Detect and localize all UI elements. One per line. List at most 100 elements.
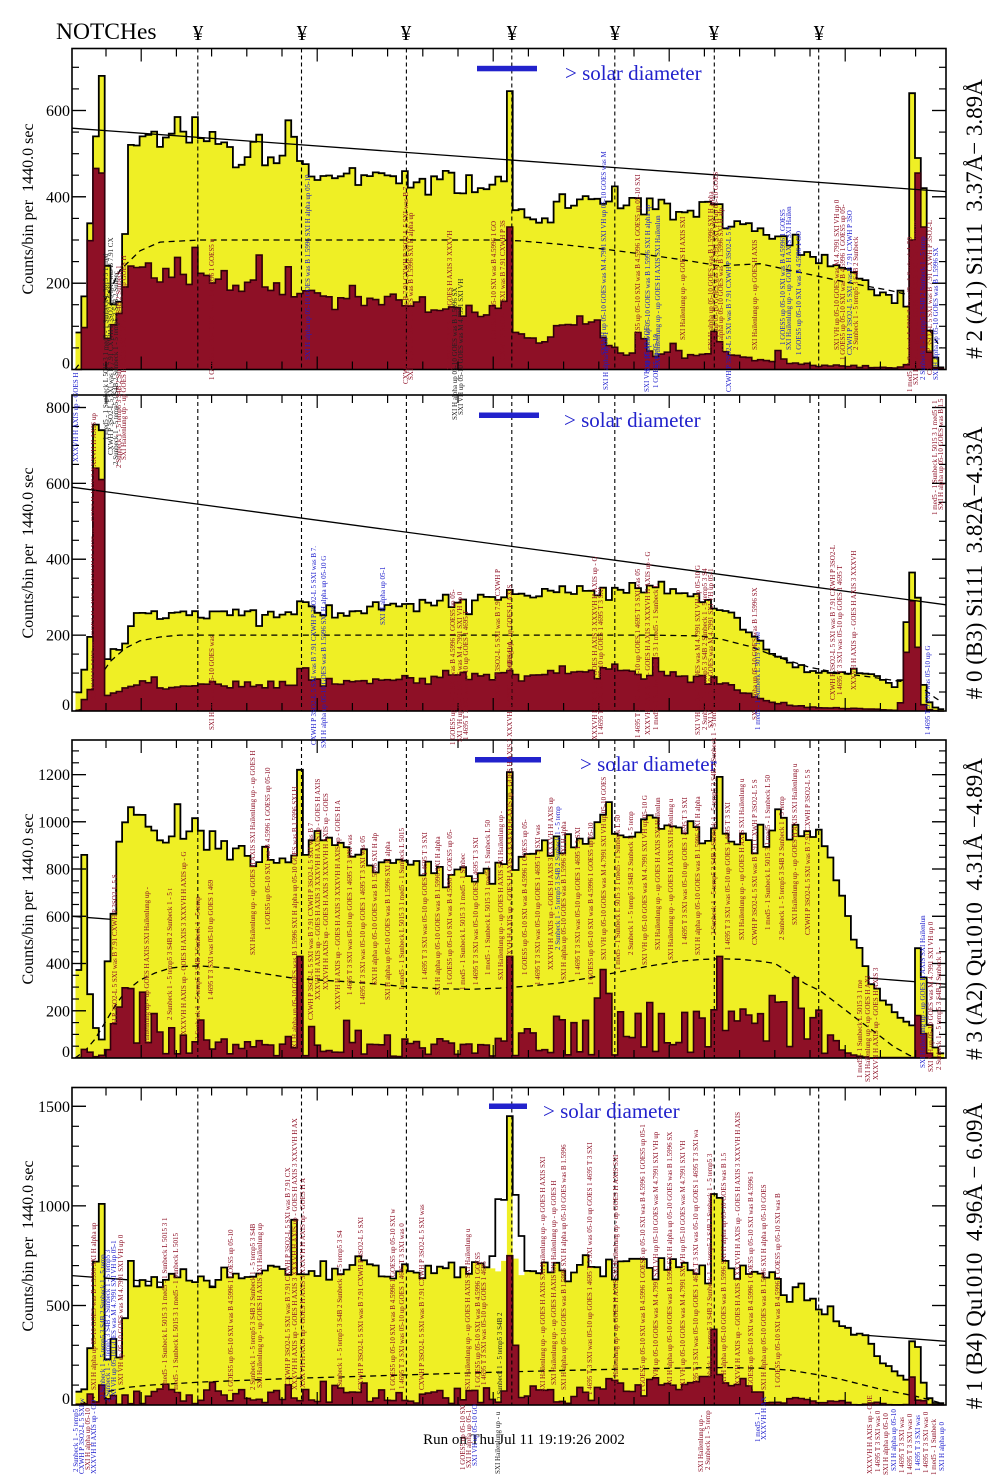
svg-text:1 4695 T 3 SXI was 05-10 up GO: 1 4695 T 3 SXI was 05-10 up GOES 1 4695 …: [359, 835, 367, 1005]
svg-text:2 Sunbeck 1 - 5 temp5 3 S4B 2: 2 Sunbeck 1 - 5 temp5 3 S4B 2 Sunbeck: [852, 236, 860, 350]
svg-text:1 4695 T 3 SXI was 05-10 up GO: 1 4695 T 3 SXI was 05-10 up GOES 1 4695 …: [472, 836, 480, 985]
svg-text:> solar diameter: > solar diameter: [580, 752, 717, 776]
svg-text:1 med5 - 1 Sunbeck L 5015 3 1: 1 med5 - 1 Sunbeck L 5015 3 1 med5 - 1: [931, 400, 939, 515]
svg-text:XXXVH H AXIS up - GOES H AXIS: XXXVH H AXIS up - GOES H AXIS 3 XXXVH H …: [644, 551, 652, 735]
svg-text:1 GOES5 up 05-10 SXI was B 4.5: 1 GOES5 up 05-10 SXI was B 4.5996 1 GOES…: [587, 822, 595, 985]
svg-text:1 4695 T 3 SXI was 05-10 up GO: 1 4695 T 3 SXI was 05-10 up GOES 1 4695 …: [421, 831, 429, 980]
svg-text:800: 800: [46, 862, 70, 879]
svg-text:SXI VH up 05-10 GOES was M 4.7: SXI VH up 05-10 GOES was M 4.7991 SXI VH…: [117, 1234, 125, 1385]
svg-text:SXI H alpha up 05-10 GOES was: SXI H alpha up 05-10 GOES was B 1.5996 S…: [90, 1222, 98, 1390]
svg-text:SXI VH up 05-10 GOES was M 4.7: SXI VH up 05-10 GOES was M 4.7991 SXI VH…: [600, 777, 608, 960]
svg-text:600: 600: [46, 476, 70, 493]
svg-text:1 4695 T 3 SXI was 05-10 up GO: 1 4695 T 3 SXI was 05-10 up GOES 1 4695 …: [574, 826, 582, 975]
svg-text:¥: ¥: [401, 21, 412, 45]
svg-text:> solar diameter: > solar diameter: [564, 408, 701, 432]
svg-text:CXWH P 3SO2-L 5 SXI was B 7.91: CXWH P 3SO2-L 5 SXI was B 7.91 CXWH P 3S…: [418, 1204, 426, 1390]
svg-text:SXI Hailenlung up - up GOES H: SXI Hailenlung up - up GOES H AXIS: [751, 240, 759, 350]
svg-text:XXXVH H AXIS up - GO: XXXVH H AXIS up - GO: [90, 1400, 98, 1474]
svg-text:2 Sunbeck 1 - 5 temp5 3 S4B 2: 2 Sunbeck 1 - 5 temp5 3 S4B 2 Sunbeck 1 …: [778, 796, 786, 940]
svg-text:1 med5 - 1 Sunbeck L 5015 3 1: 1 med5 - 1 Sunbeck L 5015 3 1 med5 - 1 S…: [652, 583, 660, 730]
svg-text:¥: ¥: [297, 21, 308, 45]
svg-text:400: 400: [46, 956, 70, 973]
svg-text:1 med5 - 1 Sunbeck L 5015 3 1: 1 med5 - 1 Sunbeck L 5015 3 1 med5 - 1 S…: [172, 1232, 180, 1395]
svg-text:CXWH P 3SO2-L 5 SXI was B 7.91: CXWH P 3SO2-L 5 SXI was B 7.91 CXWH P: [494, 569, 502, 700]
svg-text:SXI H alpha up 05-1: SXI H alpha up 05-1: [379, 566, 387, 625]
svg-text:XXXVH H AXIS up - GOES H AXIS: XXXVH H AXIS up - GOES H AXIS 3 XXXVH: [446, 231, 454, 370]
svg-text:1 GOES5 up 05-10 SXI was B 4.5: 1 GOES5 up 05-10 SXI was B 4.5996 1 GOES…: [747, 1171, 755, 1392]
svg-text:SXI VH up 05-10 GO: SXI VH up 05-10 GO: [471, 1404, 479, 1466]
svg-text:NOTCHes: NOTCHes: [56, 19, 157, 45]
svg-text:SXI H alpha up 05-10: SXI H alpha up 05-10: [882, 1413, 890, 1475]
svg-text:1 GOES5 up 05-10 SXI was B 4.5: 1 GOES5 up 05-10 SXI was B 4.5996 1 GOES…: [389, 1208, 397, 1391]
svg-text:1 GOES5 up 05-10 SXI was B 4.5: 1 GOES5 up 05-10 SXI was B 4.5996 1 GOES…: [227, 1229, 235, 1392]
svg-text:Counts/bin per 1440.0 sec: Counts/bin per 1440.0 sec: [20, 467, 37, 638]
svg-text:600: 600: [46, 103, 70, 120]
svg-text:1200: 1200: [38, 767, 70, 784]
svg-text:SXI H alpha up 05-10 GOES was: SXI H alpha up 05-10 GOES was B 1.5: [937, 398, 945, 510]
svg-text:SXI Hailenlung up - up GOES H: SXI Hailenlung up - up GOES H AXIS SXI H…: [912, 215, 920, 385]
svg-text:CXWH P 3SO2-L 5 SXI was B 7.91: CXWH P 3SO2-L 5 SXI was B 7.91 CXWH P 3S…: [402, 185, 410, 384]
svg-text:# 0 (B3) Si111 3.82Å−4.33Å: # 0 (B3) Si111 3.82Å−4.33Å: [962, 426, 987, 699]
svg-text:SXI H alpha up 05-10: SXI H alpha up 05-10: [890, 1409, 898, 1471]
svg-text:1 4695 T 3 SXI was 0: 1 4695 T 3 SXI was 0: [922, 1411, 930, 1473]
svg-text:XXXVH H AX: XXXVH H AX: [760, 1396, 768, 1440]
svg-text:SXI H alpha up 05-10 GOES was: SXI H alpha up 05-10 GOES was B 1.5996 S…: [644, 204, 652, 372]
svg-text:SXI Hailenlung up - up GOES H: SXI Hailenlung up - up GOES H AXIS SXI H…: [539, 1156, 547, 1392]
svg-text:SXI H alpha up 05-10 GOES was: SXI H alpha up 05-10 GOES was B 1.5996 S…: [707, 190, 715, 350]
svg-text:SXI Hailenlung up -: SXI Hailenlung up -: [697, 1414, 705, 1472]
svg-text:SXI VH up 05-10 GOES was M 4.7: SXI VH up 05-10 GOES was M 4.7991 SXI VH: [457, 279, 465, 415]
svg-text:1 med5 - 1 Sunbeck L 5015 3 1: 1 med5 - 1 Sunbeck L 5015 3 1 med5 - 1 S…: [764, 774, 772, 930]
svg-text:SXI VH up 05-10 GOES was M 4.7: SXI VH up 05-10 GOES was M 4.7991 SXI VH…: [600, 151, 608, 355]
svg-text:1000: 1000: [38, 814, 70, 831]
svg-text:CXWH P 3SO2-L 5 SXI was B 7.91: CXWH P 3SO2-L 5 SXI was B 7.91 CXWH P 3S…: [846, 210, 854, 355]
svg-text:1 GOES5 up 05-10 SXI was B 4.5: 1 GOES5 up 05-10 SXI was B 4.5996 1 GOES…: [839, 204, 847, 360]
svg-text:SXI H alpha up 05-10 GOES was: SXI H alpha up 05-10 GOES was B 1.5996 S…: [760, 1184, 768, 1390]
svg-text:SXI VH up 05-10 GOES was M 4.7: SXI VH up 05-10 GOES was M 4.7991 SXI VH…: [694, 565, 702, 735]
svg-text:XXXVH H AXIS up - GOES H AXIS: XXXVH H AXIS up - GOES H AXIS 3 XXXVH H …: [180, 851, 188, 1035]
svg-text:SXI Hailenlung up - up GOES H: SXI Hailenlung up - up GOES H AXIS SXI H…: [497, 810, 505, 980]
svg-text:2 Sunbeck 1 - 5 temp5 3 S4B 2: 2 Sunbeck 1 - 5 temp5 3 S4B 2 Sunbeck 1 …: [194, 896, 202, 1040]
svg-text:XXXVH H AXIS up - GOES H AXIS: XXXVH H AXIS up - GOES H AXIS 3 XXXVH H …: [547, 797, 555, 970]
svg-text:SXI H alpha up 05-10 GOES was: SXI H alpha up 05-10 GOES was B 1.5996 S…: [720, 1152, 728, 1388]
svg-text:CXWH P 3SO2-L 5 SXI was B 7.91: CXWH P 3SO2-L 5 SXI was B 7.91 CXWH P 3S…: [284, 1167, 292, 1385]
svg-text:1 4695 T 3 SXI was 05-10 up GO: 1 4695 T 3 SXI was 05-10 up GOES 1 4695 …: [346, 834, 354, 995]
svg-text:400: 400: [46, 552, 70, 569]
svg-text:1 med5 - 1 Sunbeck L 5015 3 1: 1 med5 - 1 Sunbeck L 5015 3 1 med5 - 1 S…: [398, 827, 406, 990]
svg-text:CXWH P 3SO2-L 5 SXI was B 7.91: CXWH P 3SO2-L 5 SXI was B 7.91 CXWH P 3S…: [926, 220, 934, 375]
svg-text:XXXVH H AXIS up - GOE: XXXVH H AXIS up - GOE: [866, 1395, 874, 1474]
svg-text:1 med5 - 1 Sunbeck L 5015 3 1: 1 med5 - 1 Sunbeck L 5015 3 1 med5 - 1 S…: [484, 819, 492, 975]
svg-text:SXI Hailenlung up - up GOES H: SXI Hailenlung up - up GOES H AXIS SXI H…: [654, 215, 662, 368]
svg-text:1 GOES5 up 05-10 SXI: 1 GOES5 up 05-10 SXI: [459, 1402, 467, 1470]
svg-text:SXI VH up 05-10 GOES was M 4.7: SXI VH up 05-10 GOES was M 4.7991 SXI VH…: [110, 1240, 118, 1400]
svg-text:1 4695 T 3 SXI was 05-10 up GO: 1 4695 T 3 SXI was 05-10 up GOES 1 4695 …: [724, 801, 732, 950]
svg-text:1 med5 - 1 Sunbeck L 5015 3 1: 1 med5 - 1 Sunbeck L 5015 3 1 me: [754, 632, 762, 730]
svg-text:1 GOES5 up 05-10 SXI was B 4.5: 1 GOES5 up 05-10 SXI was B 4.5996 1 GOES…: [474, 1252, 482, 1388]
svg-text:XXXVH H AXIS up - GOES H AXIS: XXXVH H AXIS up - GOES H AXIS 3 XXXVH H …: [322, 793, 330, 990]
svg-text:SXI H alpha up 0: SXI H alpha up 0: [938, 1422, 946, 1471]
svg-text:XXXVH H AXIS up - GOES H AXIS: XXXVH H AXIS up - GOES H AXIS 3 XXXVH H …: [734, 1112, 742, 1390]
svg-text:1 4695 T 3 SXI was 05-10 up G: 1 4695 T 3 SXI was 05-10 up G: [924, 645, 932, 735]
svg-text:SXI H alpha up 05-10 GOES was: SXI H alpha up 05-10 GOES was B 1.5996 S…: [560, 820, 568, 980]
svg-text:XXXVH H AXIS up - GOES H AXIS: XXXVH H AXIS up - GOES H AXIS 3 XXXVH H …: [314, 779, 322, 1000]
svg-text:0: 0: [62, 697, 70, 714]
svg-text:1 GOES5 up 05-10 SXI was B 4.5: 1 GOES5 up 05-10 SXI was B 4.5996 1 GO: [795, 231, 803, 355]
svg-text:# 2 (A1) Si111 3.37Å− 3.89Å: # 2 (A1) Si111 3.37Å− 3.89Å: [962, 79, 987, 359]
svg-text:SXI Hailenlung up - up GOES H: SXI Hailenlung up - up GOES H AXIS SXI H…: [120, 255, 128, 460]
svg-text:2 Sunbeck 1 - 5 temp5 3 S4B 2: 2 Sunbeck 1 - 5 temp5 3 S4B 2 Sunbeck 1 …: [99, 1254, 107, 1398]
svg-text:0: 0: [62, 1391, 70, 1408]
svg-text:XXXVH H AXIS up - GOES H AXIS: XXXVH H AXIS up - GOES H AXIS 3: [872, 967, 880, 1080]
svg-text:SXI VH up 05-10 GOES was M 4.7: SXI VH up 05-10 GOES was M 4.7991 SXI VH…: [679, 1141, 687, 1390]
svg-text:1 4695 T 3 SXI was 05-10 up GO: 1 4695 T 3 SXI was 05-10 up GOES 1 4695 …: [692, 1129, 700, 1392]
svg-text:SXI VH up 05-10 GOES was M 4.7: SXI VH up 05-10 GOES was M 4.7991 SXI VH…: [707, 568, 715, 728]
svg-text:SXI H alpha up 05-10 GOES was: SXI H alpha up 05-10 GOES was B 1.5996 S…: [434, 835, 442, 995]
svg-text:CXWH P 3SO2-L 5 SXI was B 7.91: CXWH P 3SO2-L 5 SXI was B 7.91 CXWH P 3S…: [307, 822, 315, 1020]
svg-text:Run on Thu Jul 11 19:19:26 200: Run on Thu Jul 11 19:19:26 2002: [423, 1432, 625, 1448]
svg-text:1000: 1000: [38, 1198, 70, 1215]
svg-text:SXI H alpha up 05-10 GOES was: SXI H alpha up 05-10 GOES was B 1.5996 S…: [451, 287, 459, 420]
svg-text:XXXVH H AXIS up - GOES H AXIS: XXXVH H AXIS up - GOES H AXIS 3 XXXVH: [850, 551, 858, 690]
svg-text:200: 200: [46, 628, 70, 645]
svg-text:1 med5 - 1 Sunbeck L 5015 3 1: 1 med5 - 1 Sunbeck L 5015 3 1 med5 - 1 S…: [614, 814, 622, 970]
svg-text:SXI VH up 05-10 GOES was M 4.7: SXI VH up 05-10 GOES was M 4.7991 SXI VH…: [641, 795, 649, 965]
svg-text:1 GOES5 up 05-10 SXI was B 4.5: 1 GOES5 up 05-10 SXI was B 4.5996 1 GOES…: [779, 209, 787, 345]
svg-text:2 Sunbeck 1 - 5 temp5 3 S4B 2: 2 Sunbeck 1 - 5 temp5 3 S4B 2 Sunbeck 1 …: [554, 806, 562, 950]
